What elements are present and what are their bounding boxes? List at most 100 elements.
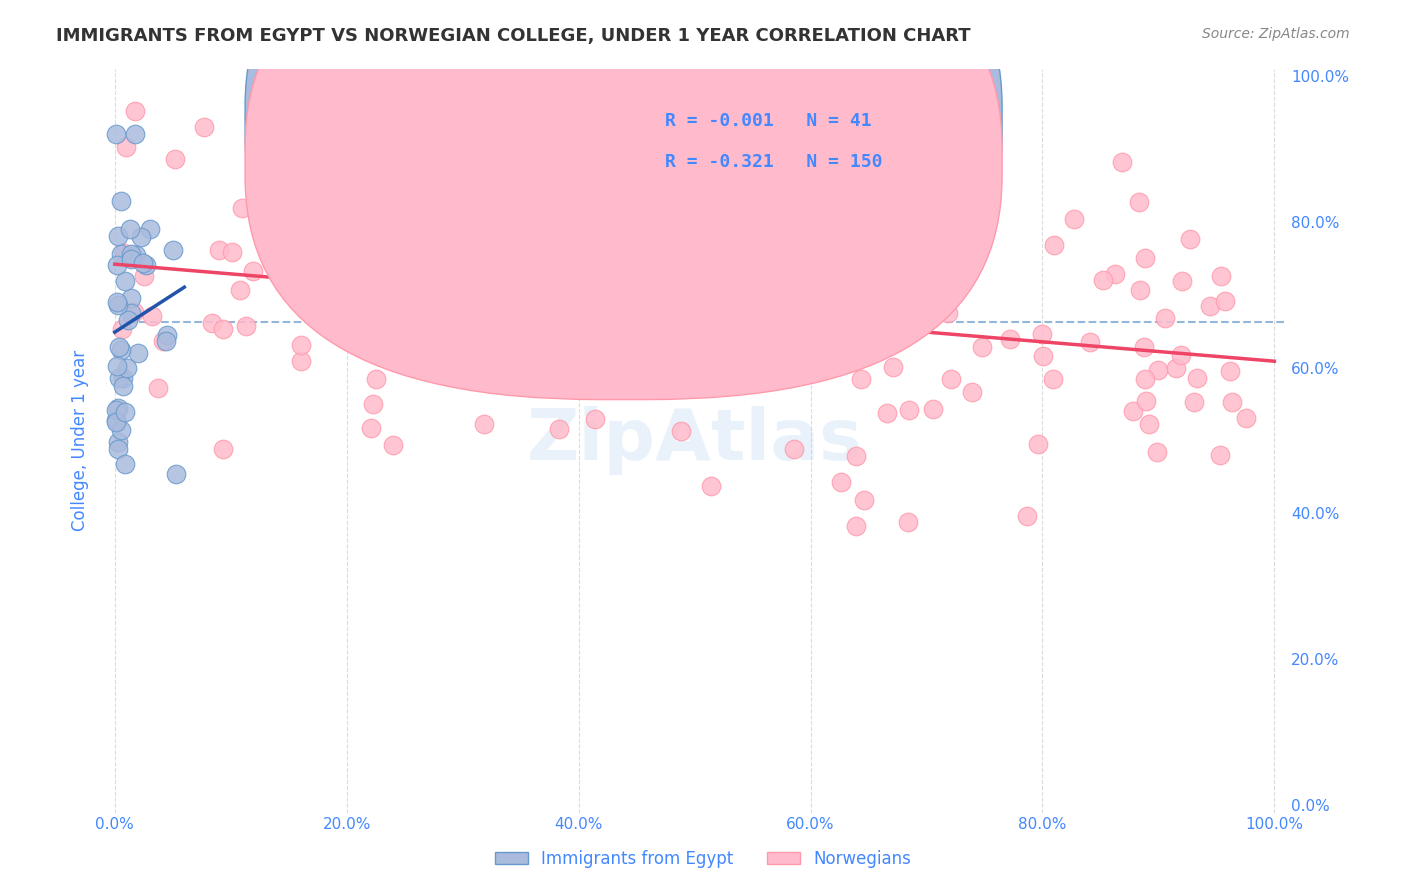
Point [132, 269, 155, 284]
Point [1128, 283, 1150, 297]
Point [242, 264, 264, 278]
Point [377, 321, 399, 335]
Point [138, 222, 160, 236]
Point [366, 165, 388, 179]
Point [898, 403, 921, 417]
Point [1122, 404, 1144, 418]
Point [107, 442, 129, 457]
Point [800, 248, 823, 262]
Point [425, 223, 447, 237]
Point [108, 371, 131, 385]
Point [367, 235, 389, 250]
Point [692, 323, 714, 337]
Point [555, 362, 578, 376]
Point [756, 245, 779, 260]
Point [319, 165, 342, 179]
Point [105, 258, 128, 272]
Point [741, 320, 763, 334]
Text: R = -0.321   N = 150: R = -0.321 N = 150 [665, 153, 883, 170]
Point [148, 381, 170, 395]
Point [1111, 155, 1133, 169]
Point [120, 252, 142, 266]
Point [1209, 269, 1232, 284]
Point [221, 245, 243, 260]
Point [526, 277, 548, 292]
Point [127, 345, 149, 359]
Point [700, 478, 723, 492]
Point [290, 206, 312, 220]
Point [1026, 437, 1049, 451]
Point [921, 401, 943, 416]
Point [107, 435, 129, 450]
Point [938, 306, 960, 320]
Point [104, 412, 127, 426]
Point [212, 322, 235, 336]
Point [305, 293, 328, 308]
Point [1184, 394, 1206, 409]
Point [1135, 394, 1157, 409]
Point [377, 190, 399, 204]
Point [111, 371, 134, 385]
Point [1146, 363, 1168, 377]
Point [437, 277, 460, 291]
Point [690, 306, 713, 320]
Point [470, 298, 492, 312]
Point [723, 377, 745, 392]
Point [117, 360, 139, 375]
Point [107, 340, 129, 354]
Point [1000, 332, 1022, 346]
Point [830, 475, 852, 490]
Point [862, 258, 884, 272]
Point [112, 246, 135, 260]
Point [1104, 267, 1126, 281]
Point [1017, 508, 1039, 523]
Point [107, 401, 129, 416]
Point [120, 291, 142, 305]
Point [831, 258, 853, 272]
Point [835, 267, 858, 281]
Point [1154, 311, 1177, 326]
Point [124, 127, 146, 141]
Point [409, 316, 432, 330]
Point [165, 467, 187, 481]
Point [1078, 334, 1101, 349]
Point [432, 249, 454, 263]
Point [845, 449, 868, 463]
Point [1170, 349, 1192, 363]
Point [1146, 445, 1168, 459]
Point [529, 187, 551, 202]
Point [1187, 371, 1209, 385]
Point [675, 183, 697, 197]
Point [131, 229, 153, 244]
Point [595, 311, 617, 326]
Point [1208, 448, 1230, 462]
Point [1133, 251, 1156, 265]
Point [688, 351, 710, 365]
Y-axis label: College, Under 1 year: College, Under 1 year [72, 350, 89, 531]
Point [235, 318, 257, 333]
FancyBboxPatch shape [576, 91, 979, 202]
Point [135, 258, 157, 272]
Point [110, 424, 132, 438]
Point [845, 518, 868, 533]
Point [1234, 411, 1257, 425]
Point [1133, 372, 1156, 386]
Point [107, 228, 129, 243]
Point [152, 334, 174, 349]
Point [141, 309, 163, 323]
Point [105, 359, 128, 373]
Point [1137, 417, 1160, 432]
Text: R = -0.001   N = 41: R = -0.001 N = 41 [665, 112, 872, 129]
Point [492, 377, 515, 392]
Point [120, 222, 142, 236]
Point [472, 417, 495, 431]
Point [866, 286, 889, 301]
Point [972, 339, 994, 353]
Point [104, 415, 127, 429]
Point [548, 421, 571, 435]
Point [132, 256, 155, 270]
Point [114, 274, 136, 288]
Point [329, 219, 352, 234]
Legend: Immigrants from Egypt, Norwegians: Immigrants from Egypt, Norwegians [488, 844, 918, 875]
Point [228, 283, 250, 297]
